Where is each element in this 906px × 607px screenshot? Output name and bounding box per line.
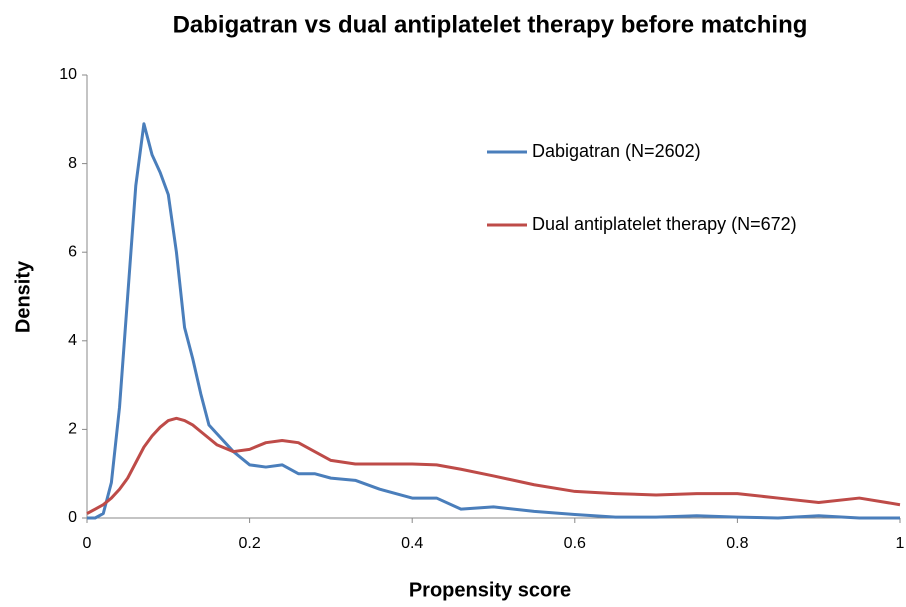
chart-title: Dabigatran vs dual antiplatelet therapy … <box>173 11 808 38</box>
y-tick-label: 2 <box>68 421 77 438</box>
line-series <box>86 416 901 515</box>
line-series <box>87 122 900 520</box>
x-tick-label: 0.8 <box>726 535 748 552</box>
x-tick-label: 0.6 <box>564 535 586 552</box>
legend-label: Dual antiplatelet therapy (N=672) <box>532 214 797 234</box>
y-tick-label: 0 <box>68 509 77 526</box>
y-tick-label: 8 <box>68 155 77 172</box>
y-axis-title: Density <box>12 260 34 333</box>
x-axis-title: Propensity score <box>409 579 571 601</box>
x-tick-label: 0 <box>83 535 92 552</box>
y-tick-label: 6 <box>68 243 77 260</box>
y-tick-label: 10 <box>59 66 77 83</box>
y-tick-label: 4 <box>68 332 77 349</box>
x-tick-label: 1 <box>896 535 905 552</box>
x-tick-label: 0.2 <box>238 535 260 552</box>
x-tick-label: 0.4 <box>401 535 423 552</box>
legend-label: Dabigatran (N=2602) <box>532 141 701 161</box>
